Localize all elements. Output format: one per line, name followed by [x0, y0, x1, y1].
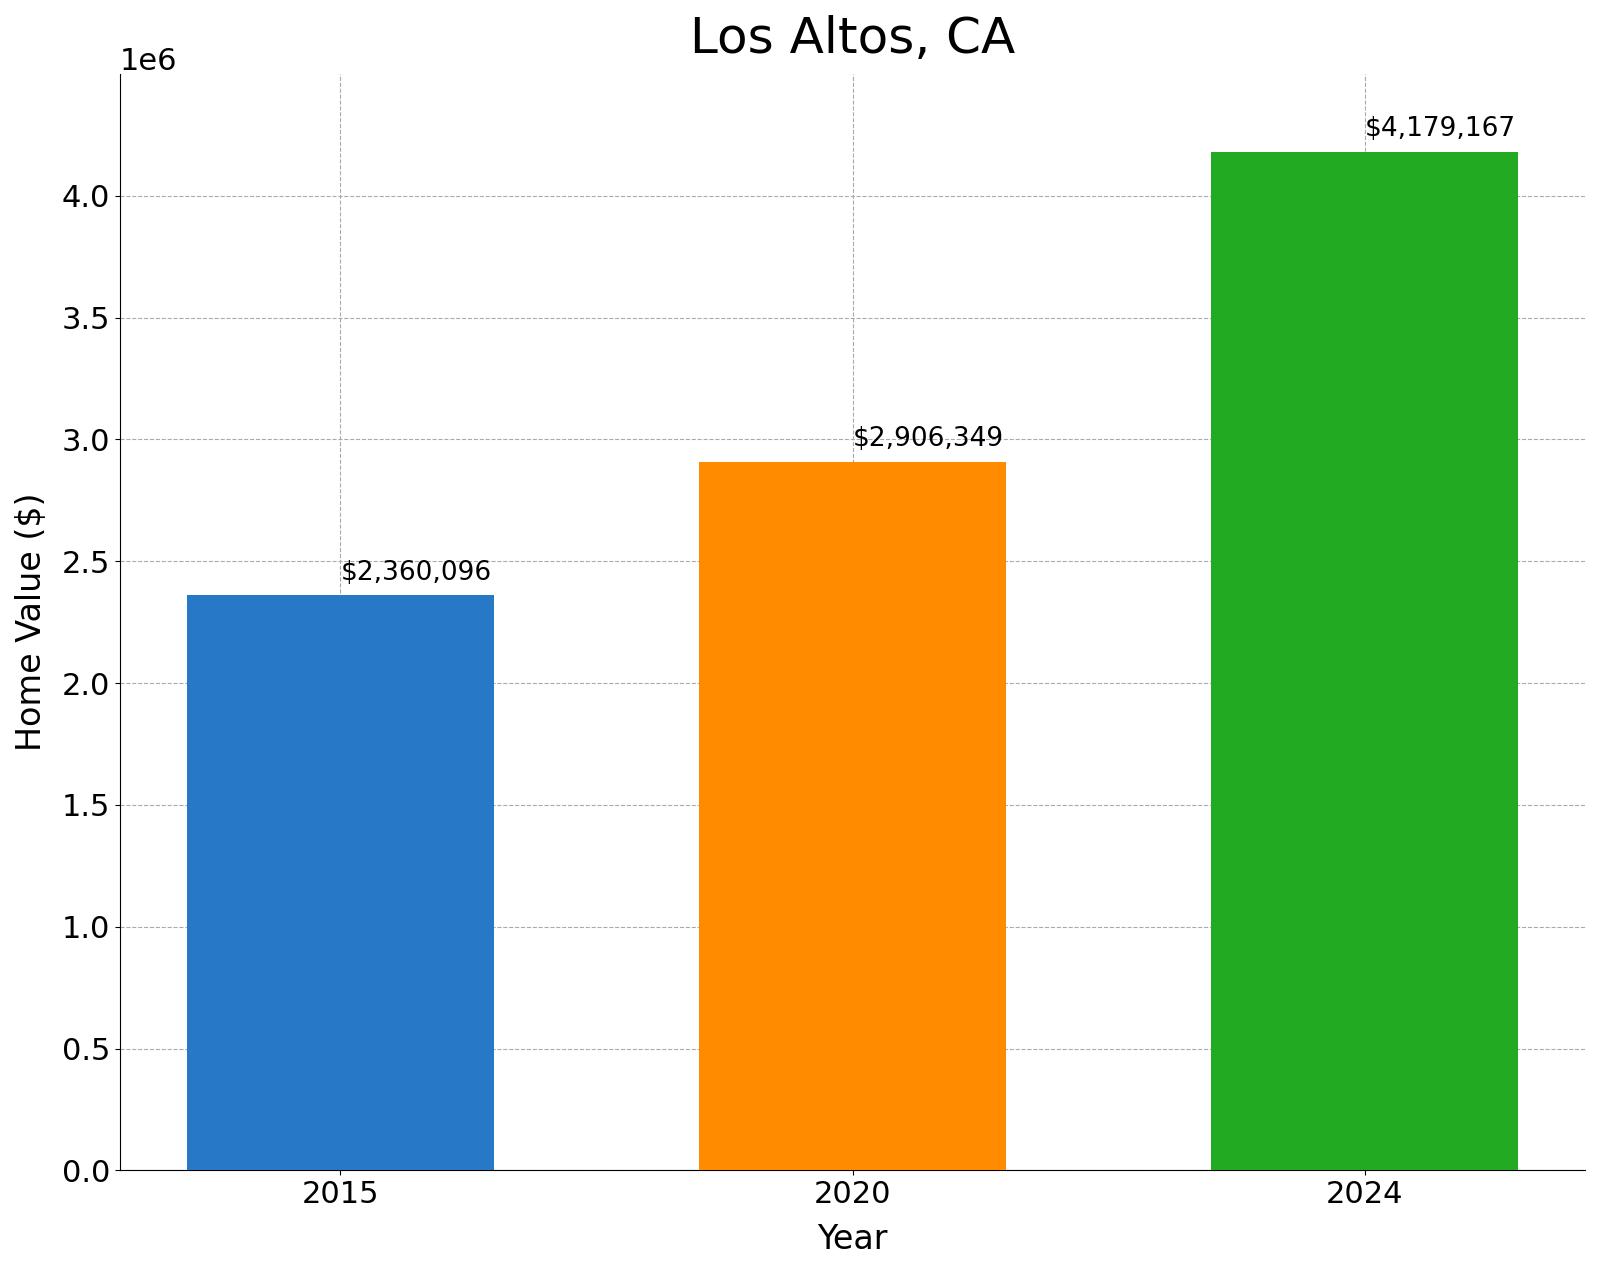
Title: Los Altos, CA: Los Altos, CA [690, 15, 1014, 64]
X-axis label: Year: Year [818, 1223, 888, 1256]
Text: $4,179,167: $4,179,167 [1365, 116, 1515, 142]
Bar [699, 463, 1006, 1171]
Y-axis label: Home Value ($): Home Value ($) [14, 493, 48, 751]
Bar [187, 595, 494, 1171]
Text: $2,360,096: $2,360,096 [341, 559, 491, 586]
Text: $2,906,349: $2,906,349 [853, 427, 1003, 452]
Bar [1211, 153, 1518, 1171]
